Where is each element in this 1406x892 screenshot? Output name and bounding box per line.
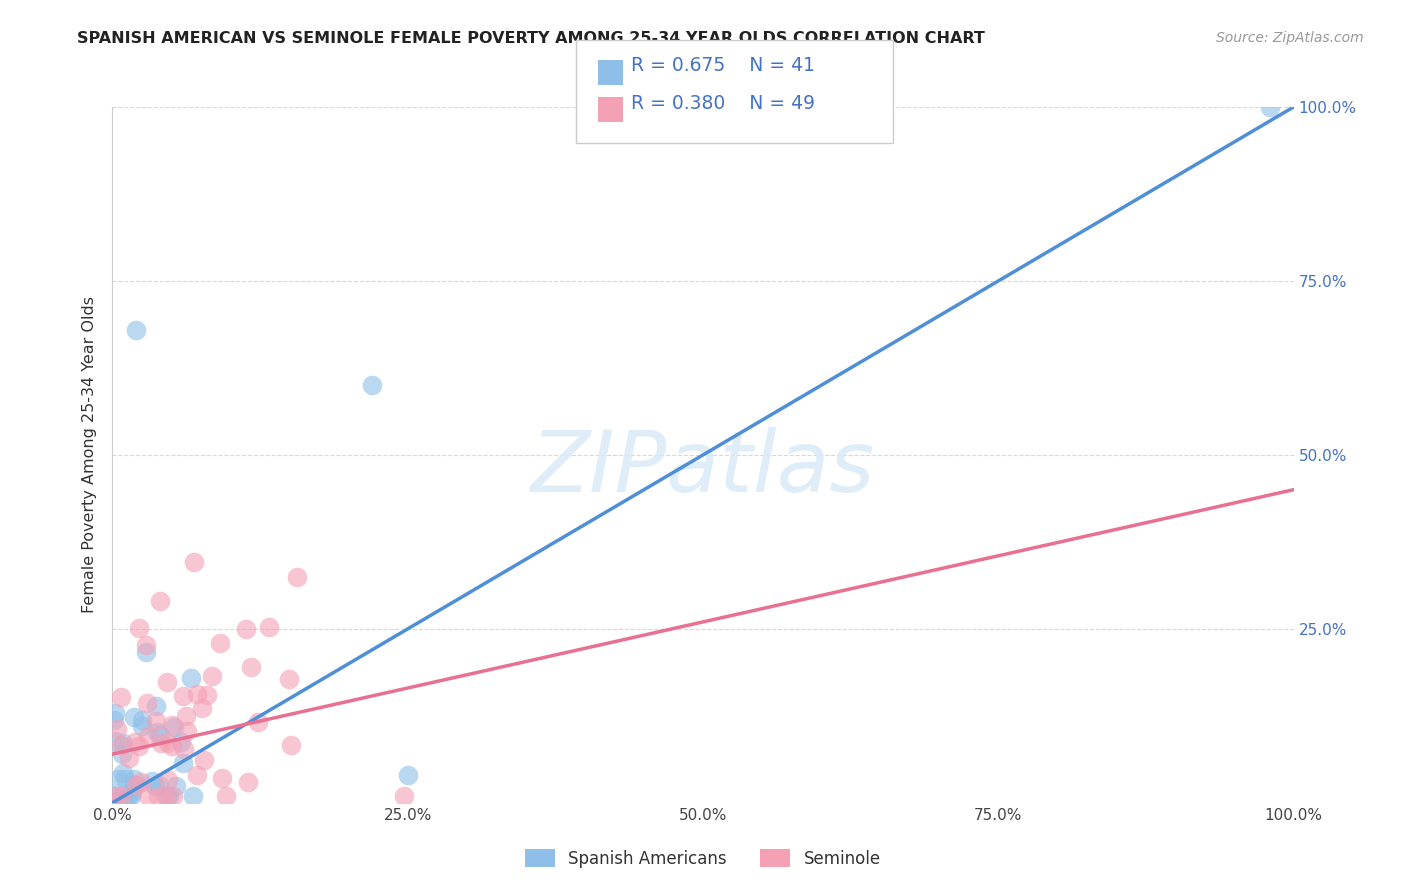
- Text: R = 0.380    N = 49: R = 0.380 N = 49: [631, 94, 815, 112]
- Point: [122, 710, 145, 724]
- Point: [111, 735, 134, 749]
- Point: [117, 751, 139, 765]
- Y-axis label: Female Poverty Among 25-34 Year Olds: Female Poverty Among 25-34 Year Olds: [82, 296, 97, 614]
- Point: [129, 775, 152, 789]
- Point: [163, 720, 186, 734]
- Point: [110, 738, 132, 752]
- Point: [141, 773, 163, 788]
- Point: [280, 738, 302, 752]
- Point: [150, 736, 173, 750]
- Point: [107, 772, 129, 786]
- Point: [215, 789, 238, 803]
- Text: ZIPatlas: ZIPatlas: [531, 427, 875, 510]
- Point: [181, 789, 204, 803]
- Point: [157, 789, 180, 803]
- Point: [124, 735, 146, 749]
- Point: [122, 780, 145, 794]
- Point: [104, 706, 127, 720]
- Point: [117, 789, 139, 803]
- Point: [120, 789, 142, 803]
- Point: [156, 674, 179, 689]
- Text: R = 0.675    N = 41: R = 0.675 N = 41: [631, 56, 815, 75]
- Point: [135, 645, 157, 659]
- Point: [145, 714, 167, 728]
- Point: [157, 736, 180, 750]
- Point: [136, 789, 159, 803]
- Point: [114, 772, 136, 787]
- Point: [162, 789, 184, 803]
- Point: [211, 771, 233, 785]
- Point: [110, 690, 132, 704]
- Point: [257, 620, 280, 634]
- Point: [172, 756, 194, 770]
- Point: [145, 699, 167, 714]
- Point: [111, 765, 134, 780]
- Point: [136, 729, 159, 743]
- Point: [121, 785, 143, 799]
- Point: [105, 722, 128, 736]
- Point: [186, 767, 208, 781]
- Point: [278, 672, 301, 686]
- Point: [172, 689, 194, 703]
- Point: [160, 739, 183, 753]
- Point: [128, 739, 150, 753]
- Point: [135, 696, 157, 710]
- Point: [160, 718, 183, 732]
- Point: [174, 709, 197, 723]
- Point: [239, 660, 262, 674]
- Point: [117, 789, 139, 803]
- Point: [110, 789, 132, 803]
- Point: [180, 671, 202, 685]
- Point: [125, 778, 148, 792]
- Point: [285, 570, 308, 584]
- Point: [148, 778, 170, 792]
- Point: [236, 775, 259, 789]
- Point: [104, 734, 127, 748]
- Point: [361, 378, 384, 392]
- Point: [201, 669, 224, 683]
- Legend: Spanish Americans, Seminole: Spanish Americans, Seminole: [519, 842, 887, 874]
- Point: [124, 772, 146, 787]
- Point: [103, 789, 125, 803]
- Point: [247, 714, 270, 729]
- Point: [209, 636, 232, 650]
- Point: [104, 789, 127, 803]
- Point: [176, 723, 198, 738]
- Point: [135, 638, 157, 652]
- Point: [191, 701, 214, 715]
- Text: Source: ZipAtlas.com: Source: ZipAtlas.com: [1216, 31, 1364, 45]
- Point: [128, 621, 150, 635]
- Point: [155, 789, 177, 803]
- Point: [183, 555, 205, 569]
- Point: [156, 789, 179, 803]
- Point: [143, 779, 166, 793]
- Point: [148, 728, 170, 742]
- Point: [145, 724, 167, 739]
- Point: [111, 747, 134, 761]
- Point: [103, 713, 125, 727]
- Point: [131, 713, 153, 727]
- Point: [193, 753, 215, 767]
- Point: [235, 622, 257, 636]
- Point: [186, 687, 208, 701]
- Point: [170, 735, 193, 749]
- Point: [122, 778, 145, 792]
- Point: [149, 594, 172, 608]
- Point: [173, 742, 195, 756]
- Point: [1258, 100, 1281, 114]
- Point: [195, 689, 218, 703]
- Point: [131, 719, 153, 733]
- Point: [103, 789, 125, 803]
- Point: [125, 323, 148, 337]
- Point: [394, 789, 416, 803]
- Point: [396, 768, 419, 782]
- Text: SPANISH AMERICAN VS SEMINOLE FEMALE POVERTY AMONG 25-34 YEAR OLDS CORRELATION CH: SPANISH AMERICAN VS SEMINOLE FEMALE POVE…: [77, 31, 986, 46]
- Point: [157, 772, 180, 787]
- Point: [146, 789, 169, 803]
- Point: [165, 780, 187, 794]
